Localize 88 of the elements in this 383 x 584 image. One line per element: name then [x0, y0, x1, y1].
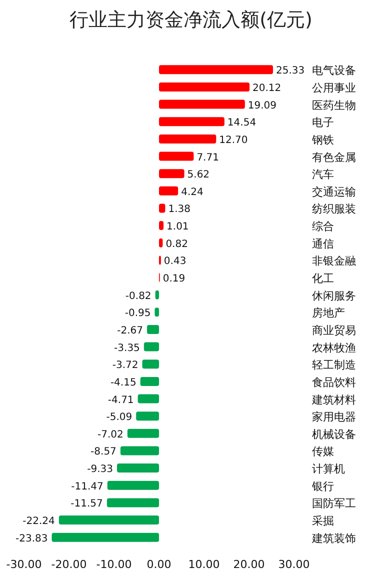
- y-tick-label: 传媒: [312, 445, 334, 458]
- y-tick-label: 化工: [312, 272, 334, 286]
- data-label: -2.67: [117, 325, 143, 336]
- data-label: 25.33: [276, 66, 305, 77]
- y-tick-label: 采掘: [312, 514, 334, 528]
- x-tick-label: -10.00: [96, 558, 132, 571]
- data-label: -4.15: [110, 377, 136, 388]
- data-label: 12.70: [219, 134, 248, 146]
- x-tick-label: 0.00: [146, 558, 172, 571]
- y-tick-label: 轻工制造: [312, 358, 356, 372]
- y-tick-label: 房地产: [312, 306, 345, 320]
- bar: [159, 65, 273, 74]
- bar: [159, 221, 164, 230]
- y-tick-label: 家用电器: [312, 410, 356, 424]
- bar: [142, 360, 159, 369]
- y-tick-label: 食品饮料: [312, 376, 356, 389]
- data-label: 14.54: [227, 118, 256, 129]
- data-label: -3.35: [114, 342, 140, 354]
- bar: [106, 498, 159, 508]
- bar: [136, 412, 159, 421]
- bar: [159, 100, 245, 109]
- bar: [127, 428, 159, 438]
- data-label: -3.72: [112, 360, 138, 372]
- data-label: 5.62: [187, 170, 210, 181]
- data-label: 4.24: [181, 186, 204, 198]
- data-label: -0.82: [125, 290, 152, 302]
- y-tick-label: 钢铁: [311, 133, 334, 146]
- y-tick-label: 医药生物: [312, 98, 356, 112]
- y-tick-label: 非银金融: [312, 254, 356, 268]
- bar: [159, 134, 216, 144]
- data-label: -0.95: [124, 308, 151, 320]
- data-label: 0.82: [166, 238, 188, 250]
- data-label: 19.09: [248, 100, 277, 112]
- bar: [140, 376, 159, 386]
- bar: [159, 82, 250, 92]
- bar: [159, 204, 166, 213]
- x-tick-label: 10.00: [188, 558, 220, 571]
- y-tick-label: 电子: [312, 116, 334, 130]
- bar: [159, 117, 224, 126]
- data-label: -22.24: [22, 516, 55, 528]
- bar: [138, 394, 159, 404]
- y-tick-label: 农林牧渔: [312, 341, 356, 354]
- data-label: 0.43: [164, 256, 186, 268]
- x-tick-label: 30.00: [278, 558, 310, 571]
- bar: [58, 516, 159, 525]
- data-label: 1.01: [166, 222, 189, 233]
- y-tick-label: 电气设备: [312, 64, 356, 78]
- data-label: 0.19: [162, 274, 186, 285]
- y-tick-label: 计算机: [312, 462, 345, 476]
- y-tick-label: 建筑装饰: [311, 532, 356, 545]
- bar: [146, 324, 159, 334]
- data-label: -7.02: [98, 429, 124, 440]
- data-label: -11.57: [70, 498, 103, 510]
- x-tick-label: -30.00: [6, 558, 42, 571]
- x-tick-label: 20.00: [233, 558, 265, 571]
- y-tick-label: 纺织服装: [312, 202, 356, 216]
- y-tick-label: 公用事业: [312, 81, 356, 94]
- y-tick-label: 休闲服务: [312, 289, 356, 302]
- bar: [120, 446, 159, 456]
- data-label: -4.71: [108, 394, 134, 406]
- y-tick-label: 银行: [311, 480, 334, 493]
- y-tick-label: 交通运输: [312, 185, 356, 198]
- bar: [117, 464, 159, 473]
- y-tick-label: 机械设备: [312, 428, 356, 441]
- y-tick-label: 有色金属: [312, 150, 356, 164]
- y-tick-label: 汽车: [312, 168, 334, 182]
- data-label: -23.83: [16, 533, 48, 544]
- y-tick-label: 通信: [312, 237, 334, 250]
- data-label: -11.47: [71, 481, 104, 492]
- bar: [144, 342, 159, 352]
- data-label: 7.71: [196, 152, 219, 164]
- bar: [52, 532, 159, 542]
- data-label: -5.09: [106, 412, 132, 424]
- y-tick-label: 建筑材料: [311, 393, 356, 406]
- chart-title: 行业主力资金净流入额(亿元): [70, 9, 312, 31]
- data-label: 1.38: [168, 204, 190, 216]
- data-label: -9.33: [87, 464, 114, 476]
- bar: [159, 186, 178, 196]
- y-tick-label: 综合: [312, 220, 334, 234]
- y-tick-label: 商业贸易: [312, 324, 356, 337]
- bar: [159, 169, 184, 178]
- x-tick-label: -20.00: [51, 558, 87, 571]
- data-label: -8.57: [90, 446, 116, 458]
- bar: [154, 308, 159, 317]
- data-label: 20.12: [252, 82, 282, 94]
- bar: [159, 152, 194, 161]
- y-tick-label: 国防军工: [312, 497, 356, 510]
- bar: [107, 480, 159, 490]
